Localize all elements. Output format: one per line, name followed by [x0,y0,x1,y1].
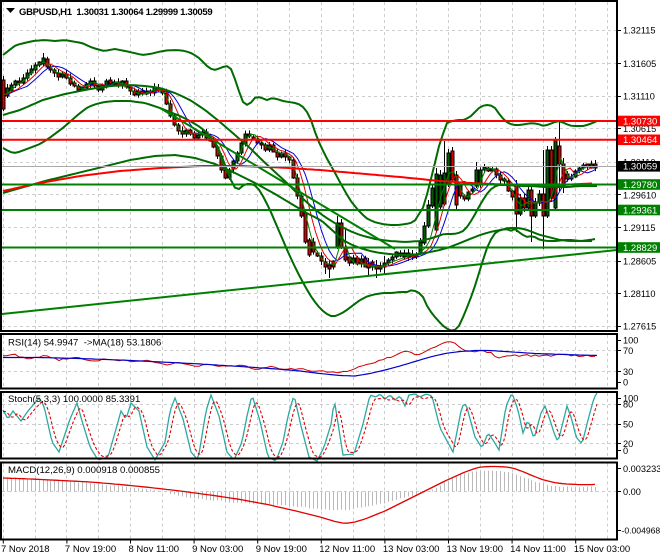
svg-text:7 Nov 19:00: 7 Nov 19:00 [65,544,116,555]
svg-text:1.28110: 1.28110 [623,289,656,299]
svg-text:9 Nov 03:00: 9 Nov 03:00 [192,544,243,555]
svg-text:0: 0 [623,378,628,388]
svg-text:0: 0 [623,446,628,456]
svg-text:1.28829: 1.28829 [623,243,657,254]
svg-text:MACD(12,26,9) 0.000918 0.00085: MACD(12,26,9) 0.000918 0.000855 [8,465,160,476]
svg-text:0.00: 0.00 [623,487,641,497]
svg-text:1.29780: 1.29780 [623,180,657,191]
svg-text:1.29361: 1.29361 [623,205,657,216]
svg-text:100: 100 [623,394,638,404]
svg-text:Stoch(5,3,3) 100.0000 85.3391: Stoch(5,3,3) 100.0000 85.3391 [8,394,140,405]
svg-text:1.29610: 1.29610 [623,190,656,200]
svg-text:15 Nov 03:00: 15 Nov 03:00 [574,544,631,555]
svg-text:1.30615: 1.30615 [623,124,656,134]
svg-text:1.32115: 1.32115 [623,26,656,36]
svg-text:20: 20 [623,439,633,449]
svg-text:GBPUSD,H1 1.30031 1.30064 1.2: GBPUSD,H1 1.30031 1.30064 1.29999 1.3005… [19,7,212,18]
svg-text:80: 80 [623,400,633,410]
svg-text:14 Nov 11:00: 14 Nov 11:00 [510,544,566,555]
svg-text:50: 50 [623,419,633,429]
svg-text:1.30059: 1.30059 [623,162,657,173]
svg-text:13 Nov 19:00: 13 Nov 19:00 [447,544,504,555]
svg-text:9 Nov 19:00: 9 Nov 19:00 [256,544,307,555]
svg-text:-0.004968: -0.004968 [622,526,660,536]
svg-text:7 Nov 2018: 7 Nov 2018 [1,544,50,555]
svg-text:13 Nov 03:00: 13 Nov 03:00 [383,544,440,555]
svg-text:1.30464: 1.30464 [623,135,657,146]
svg-text:1.28605: 1.28605 [623,256,656,266]
svg-text:1.29115: 1.29115 [623,223,656,233]
svg-text:0.003233: 0.003233 [623,464,660,474]
svg-text:70: 70 [623,346,633,356]
svg-text:12 Nov 11:00: 12 Nov 11:00 [319,544,375,555]
svg-text:8 Nov 11:00: 8 Nov 11:00 [129,544,180,555]
svg-text:RSI(14) 54.9947 ->MA(18) 53.1: RSI(14) 54.9947 ->MA(18) 53.1806 [8,338,161,349]
svg-text:1.31605: 1.31605 [623,59,656,69]
svg-text:100: 100 [623,336,638,346]
svg-text:30: 30 [623,367,633,377]
svg-text:1.31110: 1.31110 [623,92,655,102]
svg-text:1.30730: 1.30730 [623,116,657,127]
svg-text:1.27615: 1.27615 [623,322,656,332]
